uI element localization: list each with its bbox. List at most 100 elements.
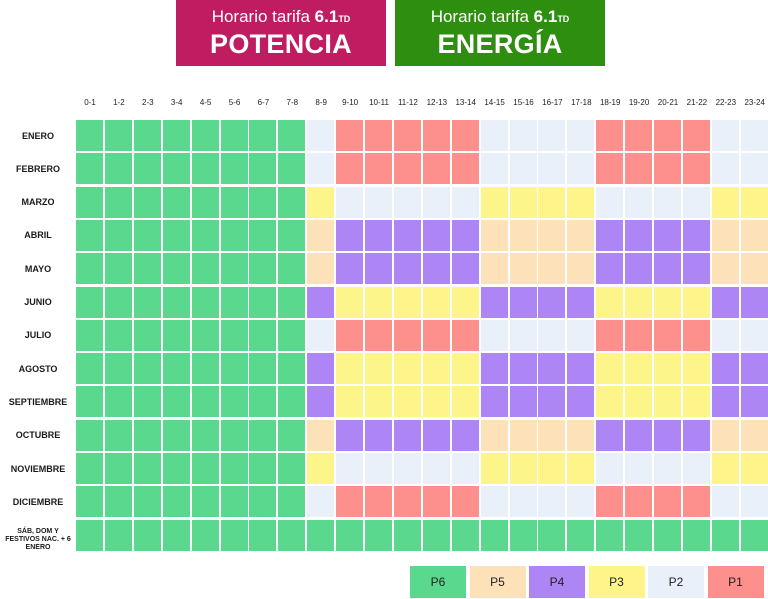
legend-item-p3: P3 xyxy=(588,566,645,598)
row-label: ABRIL xyxy=(24,230,52,241)
period-cell-P3 xyxy=(625,353,653,385)
row-label: SÁB, DOM Y FESTIVOS NAC. + 6 ENERO xyxy=(5,527,71,551)
period-cell-P3 xyxy=(596,386,624,418)
period-cell-P4 xyxy=(422,419,450,451)
period-cell-P1 xyxy=(451,120,479,151)
period-cell-P6 xyxy=(249,186,277,218)
period-cell-P6 xyxy=(220,519,248,551)
period-cell-P6 xyxy=(162,253,190,285)
hour-label: 23-24 xyxy=(744,98,765,107)
period-cell-P6 xyxy=(191,120,219,151)
hour-label: 0-1 xyxy=(84,98,96,107)
period-cell-P6 xyxy=(538,519,566,551)
hour-label: 3-4 xyxy=(170,98,183,107)
period-cell-P2 xyxy=(538,153,566,185)
period-cell-P6 xyxy=(249,219,277,251)
period-cell-P4 xyxy=(740,286,768,318)
period-cell-P4 xyxy=(451,253,479,285)
period-cell-P1 xyxy=(596,319,624,351)
period-cell-P4 xyxy=(596,253,624,285)
period-cell-P3 xyxy=(654,353,681,385)
period-cell-P1 xyxy=(336,153,364,185)
period-cell-P6 xyxy=(133,386,161,418)
period-cell-P3 xyxy=(740,453,768,484)
period-cell-P6 xyxy=(104,219,132,251)
period-cell-P6 xyxy=(162,219,190,251)
period-cell-P6 xyxy=(249,319,277,351)
period-cell-P1 xyxy=(654,120,681,151)
period-cell-P6 xyxy=(740,519,768,551)
row-label: MARZO xyxy=(21,197,55,208)
period-cell-P6 xyxy=(76,186,103,218)
period-cell-P6 xyxy=(278,219,306,251)
period-cell-P4 xyxy=(740,353,768,385)
period-cell-P6 xyxy=(451,519,479,551)
period-cell-P2 xyxy=(422,453,450,484)
hour-label: 13-14 xyxy=(455,98,476,107)
period-cell-P3 xyxy=(682,353,710,385)
period-cell-P6 xyxy=(76,319,103,351)
period-cell-P6 xyxy=(104,486,132,518)
period-cell-P5 xyxy=(740,253,768,285)
period-cell-P4 xyxy=(509,353,537,385)
period-cell-P6 xyxy=(278,120,306,151)
period-cell-P4 xyxy=(596,219,624,251)
period-cell-P5 xyxy=(740,219,768,251)
period-cell-P6 xyxy=(76,219,103,251)
period-cell-P4 xyxy=(711,386,739,418)
period-cell-P2 xyxy=(567,153,595,185)
period-cell-P2 xyxy=(682,453,710,484)
hour-label: 20-21 xyxy=(657,98,679,107)
period-cell-P6 xyxy=(162,519,190,551)
period-cell-P3 xyxy=(451,386,479,418)
period-cell-P6 xyxy=(249,286,277,318)
period-cell-P3 xyxy=(625,286,653,318)
period-cell-P3 xyxy=(393,353,421,385)
legend-item-p2: P2 xyxy=(648,566,704,598)
period-cell-P4 xyxy=(365,219,392,251)
period-cell-P4 xyxy=(567,386,595,418)
period-cell-P1 xyxy=(365,153,392,185)
period-cell-P2 xyxy=(538,486,566,518)
period-cell-P2 xyxy=(509,486,537,518)
period-cell-P1 xyxy=(336,120,364,151)
period-cell-P6 xyxy=(249,453,277,484)
period-cell-P6 xyxy=(682,519,710,551)
period-cell-P6 xyxy=(278,353,306,385)
period-cell-P5 xyxy=(711,419,739,451)
period-cell-P5 xyxy=(480,219,508,251)
period-cell-P6 xyxy=(220,219,248,251)
period-cell-P6 xyxy=(596,519,624,551)
period-cell-P6 xyxy=(220,486,248,518)
period-cell-P4 xyxy=(567,286,595,318)
period-cell-P4 xyxy=(365,253,392,285)
hour-label: 14-15 xyxy=(484,98,505,107)
period-cell-P2 xyxy=(711,486,739,518)
period-cell-P6 xyxy=(104,120,132,151)
period-cell-P2 xyxy=(422,186,450,218)
period-cell-P2 xyxy=(509,319,537,351)
banner-potencia-subtitle: Horario tarifa 6.1TD xyxy=(211,7,351,26)
period-cell-P6 xyxy=(278,186,306,218)
period-cell-P2 xyxy=(654,453,681,484)
period-cell-P2 xyxy=(307,153,335,185)
period-cell-P6 xyxy=(278,453,306,484)
period-cell-P3 xyxy=(480,186,508,218)
hour-label: 8-9 xyxy=(315,98,327,107)
period-cell-P2 xyxy=(480,319,508,351)
period-cell-P1 xyxy=(682,486,710,518)
period-cell-P6 xyxy=(220,120,248,151)
period-cell-P6 xyxy=(133,219,161,251)
period-cell-P3 xyxy=(365,286,392,318)
period-cell-P4 xyxy=(682,219,710,251)
period-cell-P6 xyxy=(278,253,306,285)
hour-label: 22-23 xyxy=(715,98,737,107)
period-cell-P4 xyxy=(480,286,508,318)
period-cell-P6 xyxy=(249,253,277,285)
period-cell-P6 xyxy=(249,486,277,518)
period-cell-P6 xyxy=(249,419,277,451)
period-cell-P4 xyxy=(393,419,421,451)
period-cell-P1 xyxy=(336,486,364,518)
period-cell-P1 xyxy=(596,153,624,185)
period-cell-P5 xyxy=(740,419,768,451)
